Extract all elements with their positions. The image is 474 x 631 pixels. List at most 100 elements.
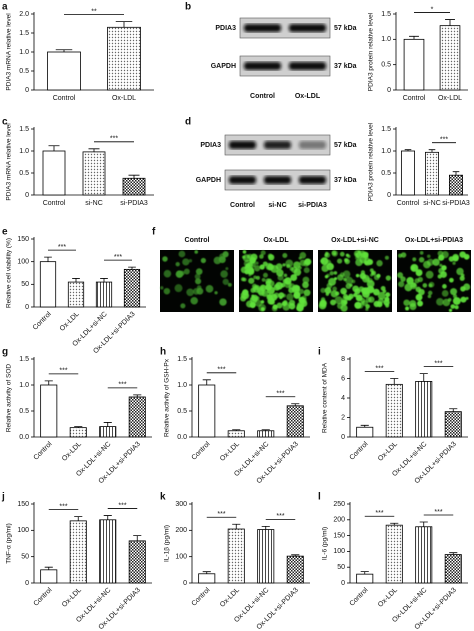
- cell: [340, 299, 348, 306]
- cell: [214, 291, 218, 295]
- cell: [286, 293, 294, 301]
- significance-label: ***: [434, 509, 442, 516]
- error-bar: [103, 422, 112, 427]
- cell: [397, 272, 404, 279]
- error-bar: [452, 171, 460, 176]
- y-tick-label: 0: [25, 192, 29, 199]
- x-tick-label: Ox-LDL: [219, 441, 241, 463]
- cell: [242, 255, 246, 259]
- cell: [419, 251, 424, 255]
- cell: [332, 286, 338, 292]
- cell: [182, 258, 190, 266]
- cell: [411, 282, 417, 288]
- y-axis-label: Relative content of MDA: [322, 362, 329, 433]
- x-tick-label: Ox-LDL: [112, 95, 136, 102]
- lane-label: si-PDIA3: [298, 202, 327, 209]
- cell: [178, 250, 186, 258]
- blot-strip: [239, 17, 331, 39]
- cell: [345, 276, 354, 285]
- error-bar: [409, 35, 419, 40]
- cell: [303, 289, 311, 297]
- bar: [257, 529, 275, 584]
- blot-band: [299, 141, 326, 149]
- cell: [326, 282, 333, 289]
- cell: [359, 256, 367, 264]
- cell: [280, 282, 286, 288]
- protein-label: GAPDH: [211, 63, 236, 70]
- x-tick-label: Ox-LDL: [438, 95, 462, 102]
- x-tick-label: si-PDIA3: [120, 200, 148, 207]
- cell: [299, 259, 307, 267]
- lane-label: si-NC: [268, 202, 286, 209]
- cell: [449, 277, 454, 283]
- cell: [436, 298, 444, 306]
- cell: [345, 253, 350, 257]
- cell: [252, 284, 261, 293]
- error-bar: [261, 525, 270, 530]
- panel-letter: l: [318, 492, 321, 503]
- error-bar: [232, 429, 241, 431]
- cell: [324, 287, 332, 294]
- cell: [417, 300, 424, 307]
- cell: [259, 264, 265, 270]
- error-bar: [445, 19, 455, 26]
- cell: [412, 257, 417, 262]
- cell: [415, 293, 423, 301]
- cell: [183, 268, 190, 275]
- cell: [438, 254, 445, 261]
- cell: [360, 270, 366, 275]
- cell: [225, 267, 229, 271]
- y-tick-label: 0.0: [177, 434, 187, 441]
- cell: [400, 276, 406, 282]
- y-tick-label: 6: [341, 375, 345, 382]
- cell: [425, 270, 434, 279]
- cell: [452, 255, 459, 262]
- cell: [222, 278, 229, 285]
- cells: [397, 250, 471, 312]
- cell: [247, 268, 255, 276]
- cell: [354, 301, 362, 309]
- error-bar: [88, 148, 100, 152]
- x-tick-label: Control: [53, 95, 76, 102]
- error-bar: [103, 515, 112, 520]
- cell: [195, 268, 203, 275]
- cell: [282, 278, 288, 284]
- panel-letter: k: [160, 492, 166, 503]
- size-label: 57 kDa: [334, 142, 357, 149]
- significance-label: ***: [375, 510, 383, 517]
- y-axis-label: IL-6 (pg/ml): [322, 527, 329, 560]
- y-tick-label: 200: [333, 517, 345, 524]
- cells: [318, 250, 391, 312]
- cell: [333, 271, 338, 275]
- panel-letter: e: [2, 227, 8, 238]
- bar: [257, 430, 275, 438]
- cell: [452, 297, 461, 305]
- cell: [417, 276, 424, 283]
- y-tick-label: 1.0: [177, 382, 187, 389]
- cell: [297, 303, 301, 307]
- cell: [242, 277, 247, 282]
- bar: [356, 573, 374, 584]
- bar: [128, 540, 146, 584]
- cell: [377, 291, 386, 300]
- bar: [95, 281, 113, 308]
- panel-letter: b: [185, 2, 191, 13]
- blot-band: [229, 141, 256, 149]
- cell: [441, 265, 447, 271]
- y-tick-label: 50: [21, 281, 29, 288]
- x-tick-label: Control: [32, 310, 53, 331]
- cell: [369, 286, 375, 293]
- significance-label: ***: [276, 513, 284, 520]
- y-tick-label: 0.5: [19, 408, 29, 415]
- error-bar: [291, 403, 300, 406]
- cell: [186, 288, 195, 297]
- cell: [188, 259, 193, 263]
- cell: [326, 262, 334, 271]
- cell: [261, 278, 266, 282]
- cell: [255, 261, 259, 265]
- cell: [339, 251, 345, 257]
- cell: [162, 256, 168, 262]
- cell: [370, 273, 374, 277]
- cell: [262, 272, 268, 278]
- cell: [329, 271, 334, 276]
